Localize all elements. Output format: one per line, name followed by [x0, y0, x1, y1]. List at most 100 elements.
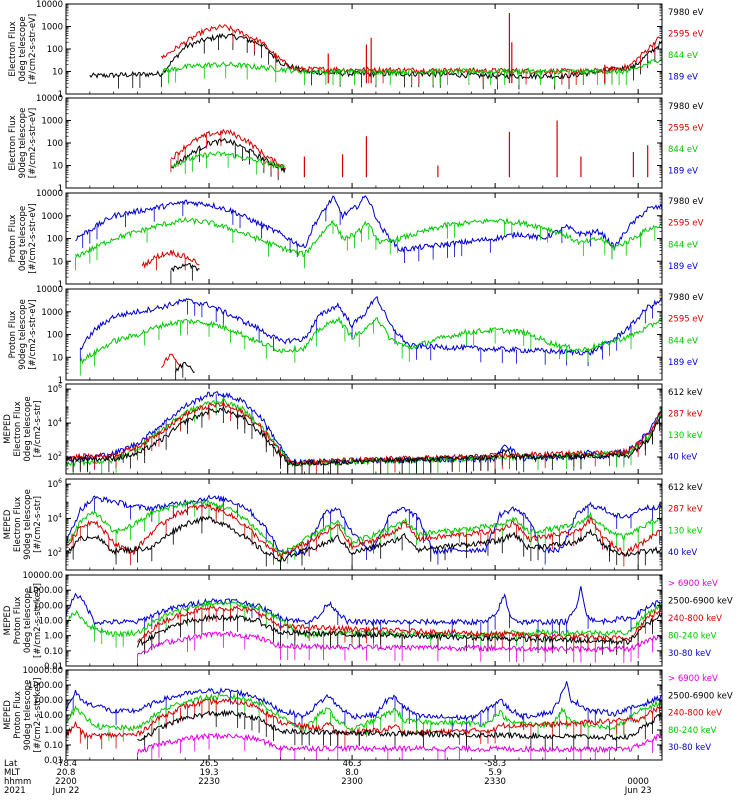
series-line	[66, 503, 662, 559]
y-tick-label: 1000.00	[28, 681, 63, 691]
y-tick-label: 1000.00	[28, 586, 63, 596]
y-tick-label: 10000.00	[22, 571, 63, 581]
legend-entry: 130 keV	[668, 431, 703, 441]
panel-frame	[65, 383, 663, 475]
y-tick-label: 100	[47, 235, 63, 245]
y-tick-label: 100.00	[33, 696, 63, 706]
y-tick-label: 10000	[36, 189, 63, 199]
legend-entry: 2595 eV	[668, 315, 704, 325]
series-844-ev	[75, 216, 662, 271]
x-axis-tick-label: 0000	[627, 777, 649, 787]
legend-entry: 80-240 keV	[668, 726, 717, 736]
series--6900-kev	[137, 732, 662, 760]
x-axis-tick-label: 19.3	[200, 768, 219, 778]
series-line	[137, 613, 662, 648]
y-tick-exponent: 2	[58, 547, 62, 554]
y-axis-label: 0deg telescope	[23, 396, 33, 461]
legend-entry: > 6900 keV	[668, 674, 718, 684]
series-40-kev	[66, 494, 662, 565]
panel-frame	[65, 192, 663, 285]
series-7980-ev	[170, 262, 200, 284]
series-line	[170, 128, 286, 170]
legend-entry: 7980 eV	[668, 8, 704, 18]
series-2595-ev	[170, 128, 286, 178]
x-axis-tick-label: 2330	[484, 777, 506, 787]
panel-proton-90deg: 1 10 100 1000 10000 Proton Flux 90deg telescop…	[8, 285, 704, 386]
legend-entry: 189 eV	[668, 166, 698, 176]
legend-entry: 612 keV	[668, 483, 703, 493]
y-tick-label: 10.00	[39, 711, 63, 721]
legend-entry: 844 eV	[668, 240, 698, 250]
series-line	[75, 216, 662, 258]
y-tick-label: 0.01	[44, 662, 63, 672]
legend-entry: 287 keV	[668, 409, 703, 419]
panel-meped-proton-0deg: 0.01 0.10 1.00 10.00 100.00 1000.00 10000.00 ME…	[3, 571, 733, 672]
series-844-ev	[79, 315, 662, 376]
y-tick-label: 104	[47, 512, 62, 524]
y-tick-label: 10	[52, 353, 63, 363]
legend-entry: 80-240 keV	[668, 632, 717, 642]
y-tick-label: 10000	[36, 0, 63, 10]
y-tick-label: 10000	[36, 94, 63, 104]
y-axis-label: Proton Flux	[13, 691, 23, 739]
legend-entry: 844 eV	[668, 51, 698, 61]
series-line	[66, 586, 662, 627]
series-line	[137, 605, 662, 643]
x-axis-tick-label: 2200	[55, 777, 77, 787]
series--6900-kev	[137, 630, 662, 666]
y-tick-label: 10.00	[39, 617, 63, 627]
y-tick-label: 10000.00	[22, 666, 63, 676]
y-tick-label: 1	[58, 280, 63, 290]
series-2595-ev-spikes	[327, 13, 606, 84]
series-line	[66, 499, 662, 557]
legend-entry: 2595 eV	[668, 123, 704, 133]
y-tick-label: 100	[47, 331, 63, 341]
y-axis-label: [#/cm2-s-str-eV]	[28, 108, 38, 178]
legend-entry: 287 keV	[668, 505, 703, 515]
series-844-ev	[170, 151, 286, 175]
x-axis-tick-label: -78.4	[55, 759, 77, 769]
panel-meped-electron-90deg: 102 104 106 MEPED Electron Flux 90deg telesco…	[3, 478, 703, 571]
y-tick-exponent: 6	[58, 383, 62, 390]
y-axis-label: 90deg telescope	[18, 299, 28, 370]
y-axis-label: [#/cm2-s-str-eV]	[28, 14, 38, 84]
x-axis-tick-label: 2300	[341, 777, 363, 787]
series-line	[137, 708, 662, 741]
series-line	[66, 405, 662, 467]
y-tick-label: 1.00	[44, 726, 63, 736]
series-line	[170, 137, 286, 174]
legend-entry: 189 eV	[668, 72, 698, 82]
series-line	[161, 58, 662, 76]
y-tick-label: 100	[47, 45, 63, 55]
y-axis-label: [#/cm2-s-str-eV]	[28, 203, 38, 273]
y-tick-label: 10000	[36, 285, 63, 295]
x-axis-tick-label: Jun 23	[624, 786, 652, 796]
legend-entry: 240-800 keV	[668, 709, 722, 719]
y-axis-label: [#/cm2-s-str-keV]	[33, 583, 43, 658]
y-tick-label: 1.00	[44, 632, 63, 642]
legend-entry: 7980 eV	[668, 102, 704, 112]
y-tick-exponent: 6	[58, 478, 62, 485]
y-tick-label: 1000	[41, 212, 63, 222]
x-axis-tick-label: 2230	[198, 777, 220, 787]
x-axis-row-label: 2021	[4, 786, 26, 796]
panel-frame	[65, 478, 663, 571]
series-line	[170, 151, 286, 171]
y-axis-label: 0deg telescope	[23, 588, 33, 653]
y-tick-label: 106	[47, 478, 62, 490]
y-axis-label: Electron Flux	[13, 401, 23, 456]
panel-frame	[65, 97, 663, 189]
y-axis-label: [#/cm2-s-str]	[33, 401, 43, 458]
y-axis-label: [#/cm2-s-str]	[33, 496, 43, 553]
series-2500-6900-kev	[137, 708, 662, 751]
series-line	[160, 24, 662, 76]
series-189-ev	[79, 296, 662, 367]
y-axis-label: MEPED	[3, 700, 13, 730]
panel-frame	[65, 3, 663, 95]
y-tick-label: 100	[47, 139, 63, 149]
legend-entry: 2595 eV	[668, 29, 704, 39]
y-axis-label: Proton Flux	[13, 597, 23, 645]
legend-entry: > 6900 keV	[668, 579, 718, 589]
series-240-800-kev	[137, 605, 662, 653]
